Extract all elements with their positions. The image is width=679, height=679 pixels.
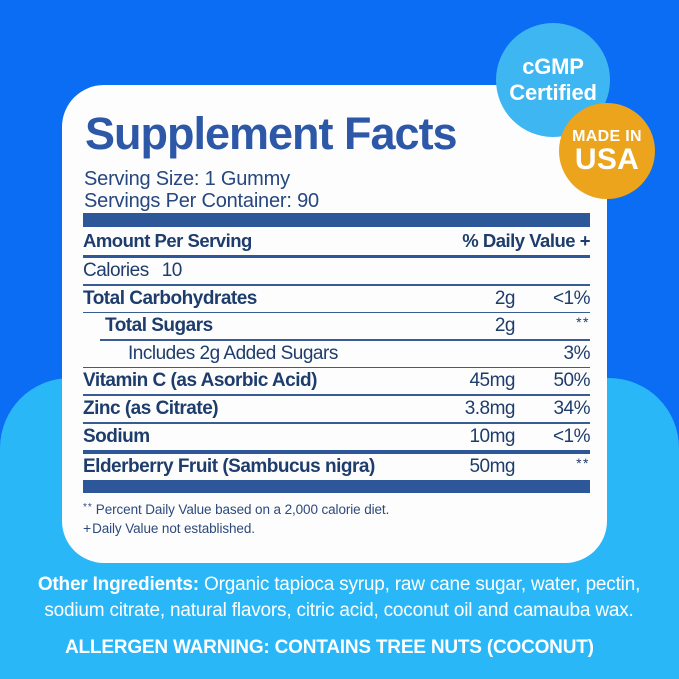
divider [83,311,590,314]
footnote-text: Percent Daily Value based on a 2,000 cal… [95,502,390,518]
servings-per-container: Servings Per Container: 90 [84,190,319,212]
divider [83,284,590,286]
footnotes: ** Percent Daily Value based on a 2,000 c… [83,499,590,538]
table-row: Total Sugars 2g ** [83,313,590,339]
nutrient-name-cell: Zinc (as Citrate) [83,398,425,420]
table-header-row: Amount Per Serving % Daily Value + [83,227,590,255]
nutrient-name-cell: Total Sugars [83,315,425,337]
nutrient-amount: 10mg [469,425,515,447]
table-row: Sodium 10mg <1% [83,424,591,450]
nutrient-inline-value: 10 [161,260,183,281]
cgmp-certified-badge: cGMP Certified [496,23,610,137]
divider [83,255,590,258]
other-ingredients-text: Other Ingredients: Organic tapioca syrup… [29,572,649,624]
cgmp-badge-line2: Certified [509,80,597,105]
divider [100,339,590,341]
nutrient-daily-value: 50% [553,370,590,392]
serving-size: Serving Size: 1 Gummy [84,168,290,190]
nutrient-name: Sodium [83,425,150,447]
table-row: Zinc (as Citrate) 3.8mg 34% [83,396,591,422]
nutrient-name-cell: Sodium [83,426,425,448]
nutrient-amount: 50mg [469,456,515,478]
nutrient-name: Vitamin C (as Asorbic Acid) [83,370,317,392]
table-top-bar [83,213,590,227]
footnote-marker: ** [83,502,93,514]
nutrient-name: Total Carbohydrates [83,287,257,309]
table-row: Calories 10 [83,258,590,284]
supplement-facts-card: Supplement Facts Serving Size: 1 Gummy S… [62,85,607,563]
table-row: Total Carbohydrates 2g <1% [83,286,591,312]
facts-table-body: Calories 10 Total Carbohydrates 2g <1% Total … [83,258,591,494]
divider [83,394,590,396]
nutrient-daily-value: 34% [553,397,590,419]
nutrient-name: Calories [83,260,149,281]
facts-table: Amount Per Serving % Daily Value + Calor… [83,213,591,538]
nutrient-name-cell: Elderberry Fruit (Sambucus nigra) [83,456,425,478]
nutrient-amount: 45mg [469,370,515,392]
made-in-usa-badge: MADE IN USA [559,103,655,199]
nutrient-amount: 2g [494,315,516,337]
divider [83,421,590,424]
nutrient-daily-value: ** [515,455,590,478]
allergen-warning: ALLERGEN WARNING: CONTAINS TREE NUTS (CO… [65,637,594,658]
header-amount-per-serving: Amount Per Serving [83,230,252,251]
serving-info: Serving Size: 1 Gummy Servings Per Conta… [84,168,590,212]
other-ingredients-line2: sodium citrate, natural flavors, citric … [44,600,634,621]
footnote-text: Daily Value not established. [92,521,255,537]
daily-value-asterisks: ** [576,314,590,331]
nutrient-amount: 2g [494,287,516,309]
nutrient-name-cell: Calories 10 [83,260,425,282]
cgmp-badge-line1: cGMP [522,54,584,79]
nutrient-amount: 3.8mg [464,397,516,419]
usa-badge-line2: USA [574,142,640,176]
nutrient-daily-value: ** [515,314,590,337]
divider [83,366,590,369]
nutrient-name: Includes 2g Added Sugars [128,342,338,364]
footnote-line: +Daily Value not established. [83,519,590,538]
footnote-marker: + [83,520,92,537]
nutrient-name-cell: Total Carbohydrates [83,288,425,310]
table-row: Includes 2g Added Sugars 3% [83,341,591,367]
nutrient-daily-value: <1% [552,287,591,309]
nutrient-daily-value: <1% [552,425,591,447]
nutrient-name-cell: Includes 2g Added Sugars [83,343,425,365]
table-row: Elderberry Fruit (Sambucus nigra) 50mg ** [83,454,590,480]
panel-title: Supplement Facts [85,108,458,159]
daily-value-asterisks: ** [576,455,590,472]
nutrient-name: Total Sugars [105,315,213,337]
divider [83,480,590,494]
table-row: Vitamin C (as Asorbic Acid) 45mg 50% [83,368,591,394]
usa-badge-line1: MADE IN [572,127,642,145]
header-daily-value: % Daily Value + [462,230,590,251]
nutrient-name: Elderberry Fruit (Sambucus nigra) [83,456,375,478]
footnote-line: ** Percent Daily Value based on a 2,000 c… [83,499,590,519]
divider [83,449,590,455]
other-ingredients-label: Other Ingredients: [37,574,199,595]
nutrient-name: Zinc (as Citrate) [83,397,219,419]
nutrient-daily-value: 3% [563,342,591,364]
nutrient-name-cell: Vitamin C (as Asorbic Acid) [83,370,425,392]
other-ingredients-line1: Organic tapioca syrup, raw cane sugar, w… [198,574,641,595]
